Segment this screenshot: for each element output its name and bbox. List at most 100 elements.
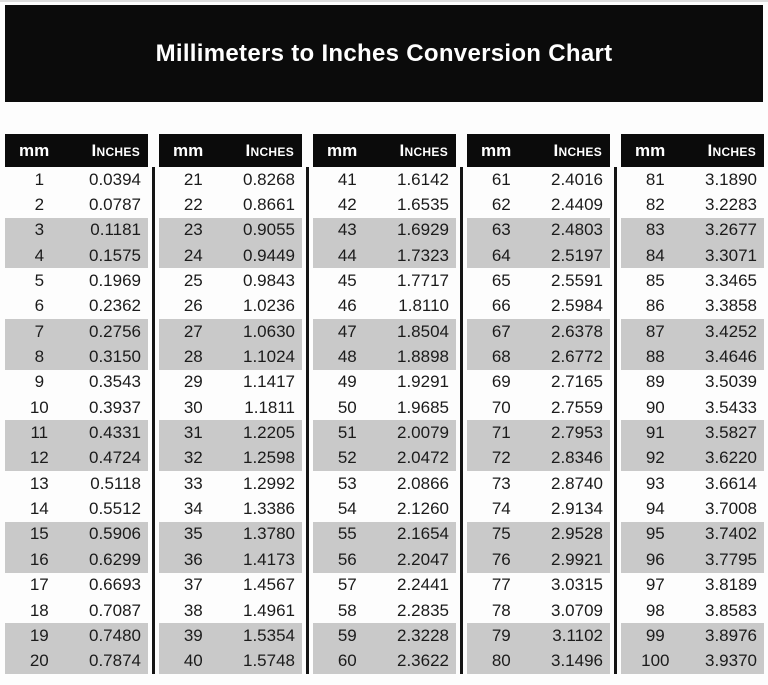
inches-value: 0.7087: [89, 600, 141, 620]
inches-value: 1.2598: [243, 448, 295, 468]
inches-value: 0.1181: [90, 220, 141, 240]
inches-value: 0.5118: [90, 473, 141, 493]
inches-value: 1.2205: [243, 423, 295, 443]
table-row: 70 2.7559: [467, 395, 610, 420]
inches-value: 2.6772: [551, 347, 603, 367]
table-row: 56 2.2047: [313, 547, 456, 573]
mm-value: 28: [183, 347, 203, 367]
inches-value: 2.6378: [551, 321, 603, 341]
table-row: 29 1.1417: [159, 370, 302, 395]
table-row: 24 0.9449: [159, 243, 302, 269]
conversion-table: mm Inches 41 1.6142 42 1.6535 43 1.6929 44 1.7323…: [313, 134, 456, 674]
mm-value: 21: [183, 169, 203, 189]
mm-value: 51: [337, 423, 357, 443]
mm-value: 71: [491, 423, 511, 443]
inches-value: 2.0472: [397, 448, 449, 468]
mm-value: 33: [183, 473, 203, 493]
mm-value: 100: [641, 651, 670, 671]
inches-value: 3.0315: [551, 575, 603, 595]
table-row: 88 3.4646: [621, 344, 764, 370]
table-row: 71 2.7953: [467, 420, 610, 446]
mm-value: 31: [183, 423, 203, 443]
table-row: 28 1.1024: [159, 344, 302, 370]
mm-value: 78: [491, 600, 511, 620]
mm-value: 44: [337, 245, 357, 265]
mm-value: 20: [29, 651, 49, 671]
inches-value: 1.6929: [397, 220, 449, 240]
table-row: 40 1.5748: [159, 648, 302, 674]
column-header-inches: Inches: [399, 140, 448, 160]
mm-value: 66: [491, 296, 511, 316]
inches-value: 0.9843: [243, 271, 295, 291]
table-row: 20 0.7874: [5, 648, 148, 674]
mm-value: 92: [645, 448, 665, 468]
inches-value: 2.3622: [397, 651, 449, 671]
table-header-row: mm Inches: [621, 134, 764, 167]
table-row: 47 1.8504: [313, 319, 456, 345]
mm-value: 2: [34, 195, 45, 215]
table-row: 93 3.6614: [621, 471, 764, 496]
inches-value: 2.4803: [551, 220, 603, 240]
inches-value: 3.7795: [705, 549, 757, 569]
mm-value: 17: [29, 575, 49, 595]
mm-value: 56: [337, 549, 357, 569]
table-row: 69 2.7165: [467, 370, 610, 395]
inches-value: 2.8346: [551, 448, 603, 468]
mm-value: 97: [645, 575, 665, 595]
inches-value: 3.0709: [551, 600, 603, 620]
mm-value: 13: [29, 473, 49, 493]
inches-value: 1.4961: [243, 600, 295, 620]
mm-value: 96: [645, 549, 665, 569]
mm-value: 94: [645, 499, 665, 519]
table-row: 58 2.2835: [313, 598, 456, 623]
column-header-inches: Inches: [707, 140, 756, 160]
mm-value: 73: [491, 473, 511, 493]
mm-value: 48: [337, 347, 357, 367]
table-row: 32 1.2598: [159, 445, 302, 472]
inches-value: 3.5433: [705, 397, 757, 417]
inches-value: 1.0236: [243, 296, 295, 316]
table-row: 72 2.8346: [467, 445, 610, 472]
inches-value: 1.5748: [243, 651, 295, 671]
column-header-mm: mm: [481, 140, 512, 160]
inches-value: 0.3937: [89, 397, 141, 417]
mm-value: 65: [491, 271, 511, 291]
table-row: 82 3.2283: [621, 192, 764, 217]
inches-value: 2.2441: [397, 575, 449, 595]
mm-value: 4: [34, 245, 45, 265]
inches-value: 0.3150: [89, 347, 141, 367]
table-row: 92 3.6220: [621, 445, 764, 472]
table-row: 85 3.3465: [621, 268, 764, 293]
table-row: 77 3.0315: [467, 573, 610, 598]
mm-value: 67: [491, 321, 511, 341]
conversion-table: mm Inches 21 0.8268 22 0.8661 23 0.9055 24 0.9449…: [159, 134, 302, 674]
inches-value: 3.6220: [705, 448, 757, 468]
mm-value: 85: [645, 271, 665, 291]
mm-value: 70: [491, 397, 511, 417]
inches-value: 1.3780: [243, 524, 295, 544]
inches-value: 3.5039: [705, 372, 757, 392]
mm-value: 54: [337, 499, 357, 519]
mm-value: 53: [337, 473, 357, 493]
table-row: 83 3.2677: [621, 217, 764, 244]
mm-value: 79: [491, 625, 511, 645]
mm-value: 39: [183, 625, 203, 645]
inches-value: 3.7008: [705, 499, 757, 519]
title-banner: Millimeters to Inches Conversion Chart: [5, 5, 763, 102]
table-row: 73 2.8740: [467, 471, 610, 496]
mm-value: 40: [183, 651, 203, 671]
mm-value: 46: [337, 296, 357, 316]
table-row: 16 0.6299: [5, 547, 148, 573]
table-row: 96 3.7795: [621, 547, 764, 573]
mm-value: 58: [337, 600, 357, 620]
inches-value: 2.8740: [551, 473, 603, 493]
mm-value: 81: [645, 169, 665, 189]
mm-value: 15: [29, 524, 49, 544]
mm-value: 30: [183, 397, 203, 417]
table-row: 30 1.1811: [159, 395, 302, 420]
mm-value: 42: [337, 195, 357, 215]
table-row: 37 1.4567: [159, 573, 302, 598]
table-row: 61 2.4016: [467, 167, 610, 192]
table-row: 65 2.5591: [467, 268, 610, 293]
inches-value: 0.5512: [89, 499, 141, 519]
